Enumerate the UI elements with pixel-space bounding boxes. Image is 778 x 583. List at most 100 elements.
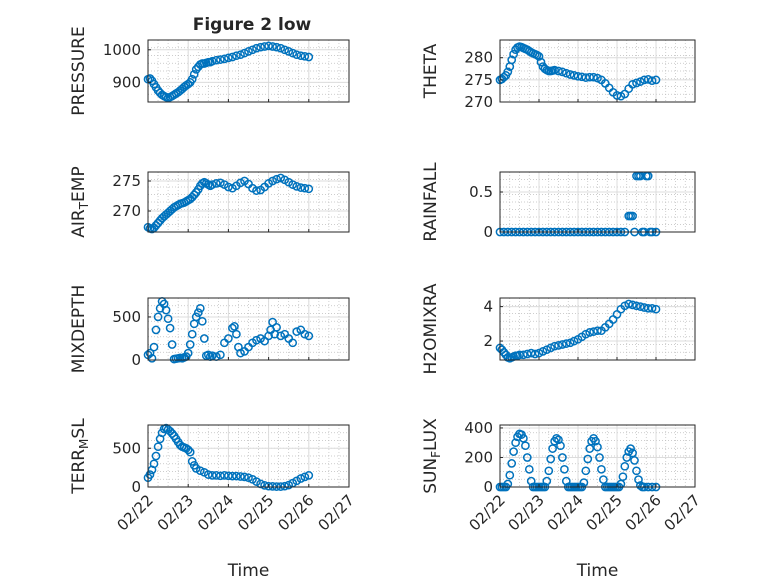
y-tick-label: 0 — [131, 478, 141, 496]
data-point — [268, 176, 277, 186]
subplot-4: 0 0.5 RAINFALL — [421, 162, 696, 242]
y-tick-label: 270 — [464, 93, 493, 111]
axes-box — [147, 39, 350, 103]
data-point — [300, 472, 310, 482]
subplot-2: 270 275 280 THETA — [421, 39, 696, 111]
y-tick-label: 500 — [112, 439, 141, 457]
data-point — [589, 72, 598, 82]
data-point — [224, 182, 233, 192]
data-point — [546, 454, 556, 464]
data-point — [558, 340, 567, 349]
data-point — [544, 466, 554, 476]
data-point — [647, 76, 657, 86]
data-point — [228, 52, 237, 62]
data-point — [561, 68, 571, 78]
data-point — [565, 70, 575, 79]
data-point — [618, 472, 628, 482]
data-point — [558, 453, 567, 462]
y-tick-label: 270 — [112, 202, 141, 220]
axes-box — [499, 297, 696, 361]
data-point — [522, 453, 532, 462]
data-point — [509, 447, 518, 456]
data-point — [573, 71, 583, 81]
data-point — [228, 471, 237, 481]
data-point — [167, 340, 177, 349]
data-point — [252, 335, 261, 345]
data-point — [187, 74, 197, 84]
data-point — [632, 301, 641, 311]
data-point — [272, 174, 281, 184]
data-point — [595, 453, 604, 462]
data-point — [230, 322, 239, 331]
data-series — [143, 41, 314, 103]
data-point — [183, 445, 193, 455]
data-point — [628, 79, 637, 89]
data-point — [296, 51, 306, 61]
data-point — [191, 312, 201, 322]
data-point — [240, 472, 249, 482]
data-point — [304, 184, 314, 194]
data-point — [620, 461, 630, 471]
data-point — [288, 180, 298, 189]
data-point — [207, 180, 217, 189]
data-point — [632, 78, 641, 88]
data-point — [651, 75, 661, 85]
data-series — [495, 42, 661, 101]
subplot-1: 900 1000 PRESSURE — [69, 26, 350, 116]
data-point — [634, 475, 643, 484]
data-point — [284, 47, 294, 56]
data-point — [145, 348, 155, 358]
data-point — [505, 470, 515, 480]
y-axis-label: AIRTEMP — [69, 166, 91, 237]
data-point — [183, 348, 193, 358]
y-tick-label: 1000 — [103, 41, 141, 59]
y-axis-label: MIXDEPTH — [69, 285, 89, 374]
data-point — [272, 322, 281, 332]
data-point — [236, 50, 245, 60]
data-point — [569, 71, 579, 80]
data-point — [252, 43, 261, 53]
data-point — [149, 342, 159, 352]
data-point — [256, 42, 265, 52]
data-point — [292, 327, 302, 336]
data-point — [300, 183, 310, 193]
y-axis-label: SUNFLUX — [421, 418, 443, 494]
y-tick-label: 2 — [483, 332, 493, 350]
y-axis-label: RAINFALL — [421, 162, 441, 242]
axes-box — [147, 424, 350, 488]
data-point — [224, 334, 233, 343]
data-point — [216, 471, 225, 481]
data-point — [542, 476, 552, 486]
data-point — [207, 351, 217, 361]
data-point — [552, 433, 561, 443]
data-point — [193, 308, 203, 317]
y-axis-label: H2OMIXRA — [421, 283, 441, 374]
data-point — [292, 182, 302, 191]
data-point — [211, 55, 221, 65]
data-point — [636, 481, 645, 490]
subplot-3: 270 275 AIRTEMP — [69, 166, 350, 238]
data-point — [300, 51, 310, 61]
y-axis-label: THETA — [421, 43, 441, 99]
subplot-6: 2 4 H2OMIXRA — [421, 283, 696, 375]
data-point — [288, 48, 298, 58]
data-point — [211, 471, 221, 480]
data-point — [199, 334, 209, 343]
data-point — [167, 429, 177, 438]
data-point — [187, 329, 197, 339]
data-point — [232, 51, 241, 61]
data-point — [296, 474, 306, 483]
data-point — [228, 323, 237, 333]
data-point — [165, 323, 175, 333]
data-point — [628, 211, 637, 221]
data-point — [185, 340, 195, 349]
x-axis-label: Time — [227, 561, 270, 581]
data-point — [153, 312, 163, 322]
data-point — [651, 304, 661, 314]
data-point — [244, 473, 253, 483]
data-point — [232, 471, 241, 481]
axes-box — [499, 39, 696, 103]
data-point — [248, 45, 257, 55]
data-point — [509, 49, 518, 59]
y-tick-label: 275 — [112, 172, 141, 190]
